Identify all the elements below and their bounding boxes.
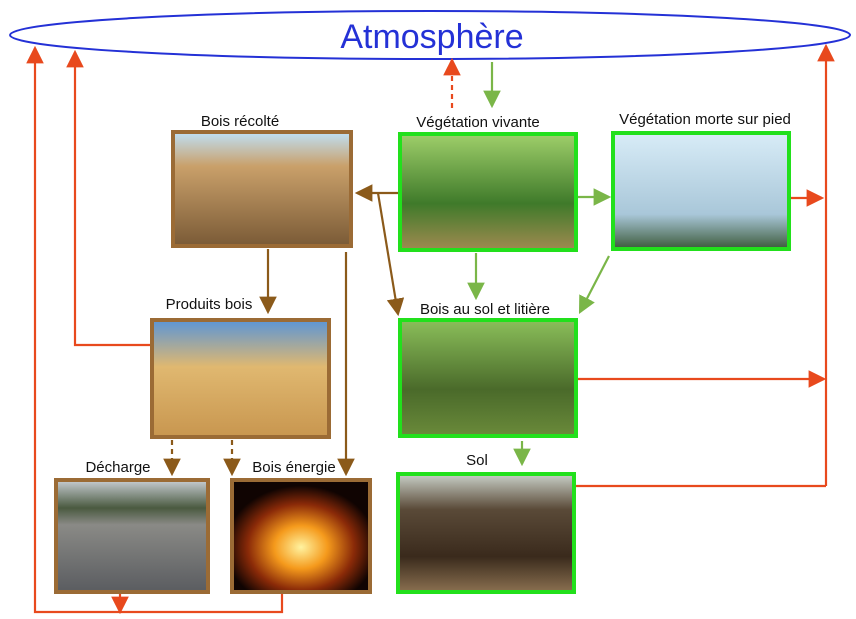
node-label: Végétation vivante xyxy=(416,114,539,131)
node-label: Bois récolté xyxy=(201,113,279,130)
node-label: Végétation morte sur pied xyxy=(619,111,791,128)
node-label: Sol xyxy=(466,452,488,469)
node-label: Bois au sol et litière xyxy=(420,301,550,318)
title: Atmosphère xyxy=(340,18,523,56)
diagram: Atmosphère Bois récolté Végétation vivan… xyxy=(0,0,856,619)
photos xyxy=(56,132,789,592)
node-label: Décharge xyxy=(85,459,150,476)
node-label: Produits bois xyxy=(166,296,253,313)
node-label: Bois énergie xyxy=(252,459,335,476)
